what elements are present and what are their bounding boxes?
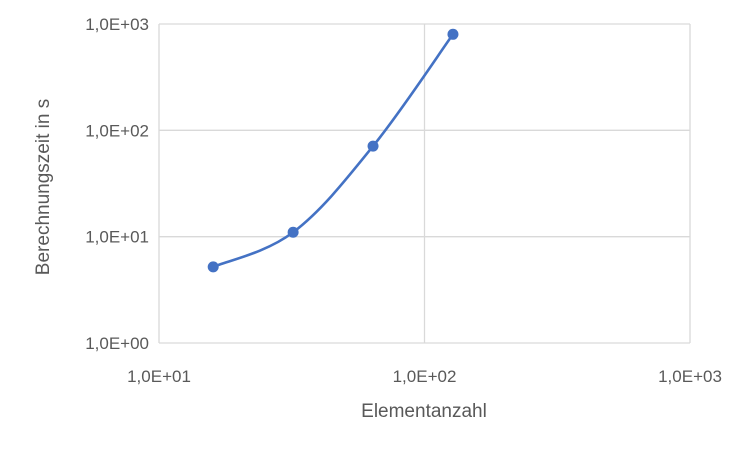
y-tick-label: 1,0E+00: [85, 334, 149, 353]
x-tick-label: 1,0E+01: [127, 367, 191, 386]
series-layer: [207, 28, 459, 273]
data-point: [207, 261, 219, 273]
data-point: [367, 140, 379, 152]
data-point: [287, 226, 299, 238]
y-tick-label: 1,0E+01: [85, 228, 149, 247]
series-line: [211, 33, 455, 269]
y-axis-title: Berechnungszeit in s: [33, 99, 54, 275]
data-point: [447, 28, 459, 40]
x-axis-title: Elementanzahl: [361, 401, 487, 422]
x-tick-label: 1,0E+03: [658, 367, 722, 386]
x-tick-label: 1,0E+02: [393, 367, 457, 386]
gridlines: [158, 23, 691, 344]
y-tick-label: 1,0E+02: [85, 121, 149, 140]
tick-labels: 1,0E+00 1,0E+01 1,0E+02 1,0E+03 1,0E+01 1,0E+…: [85, 15, 722, 386]
y-tick-label: 1,0E+03: [85, 15, 149, 34]
